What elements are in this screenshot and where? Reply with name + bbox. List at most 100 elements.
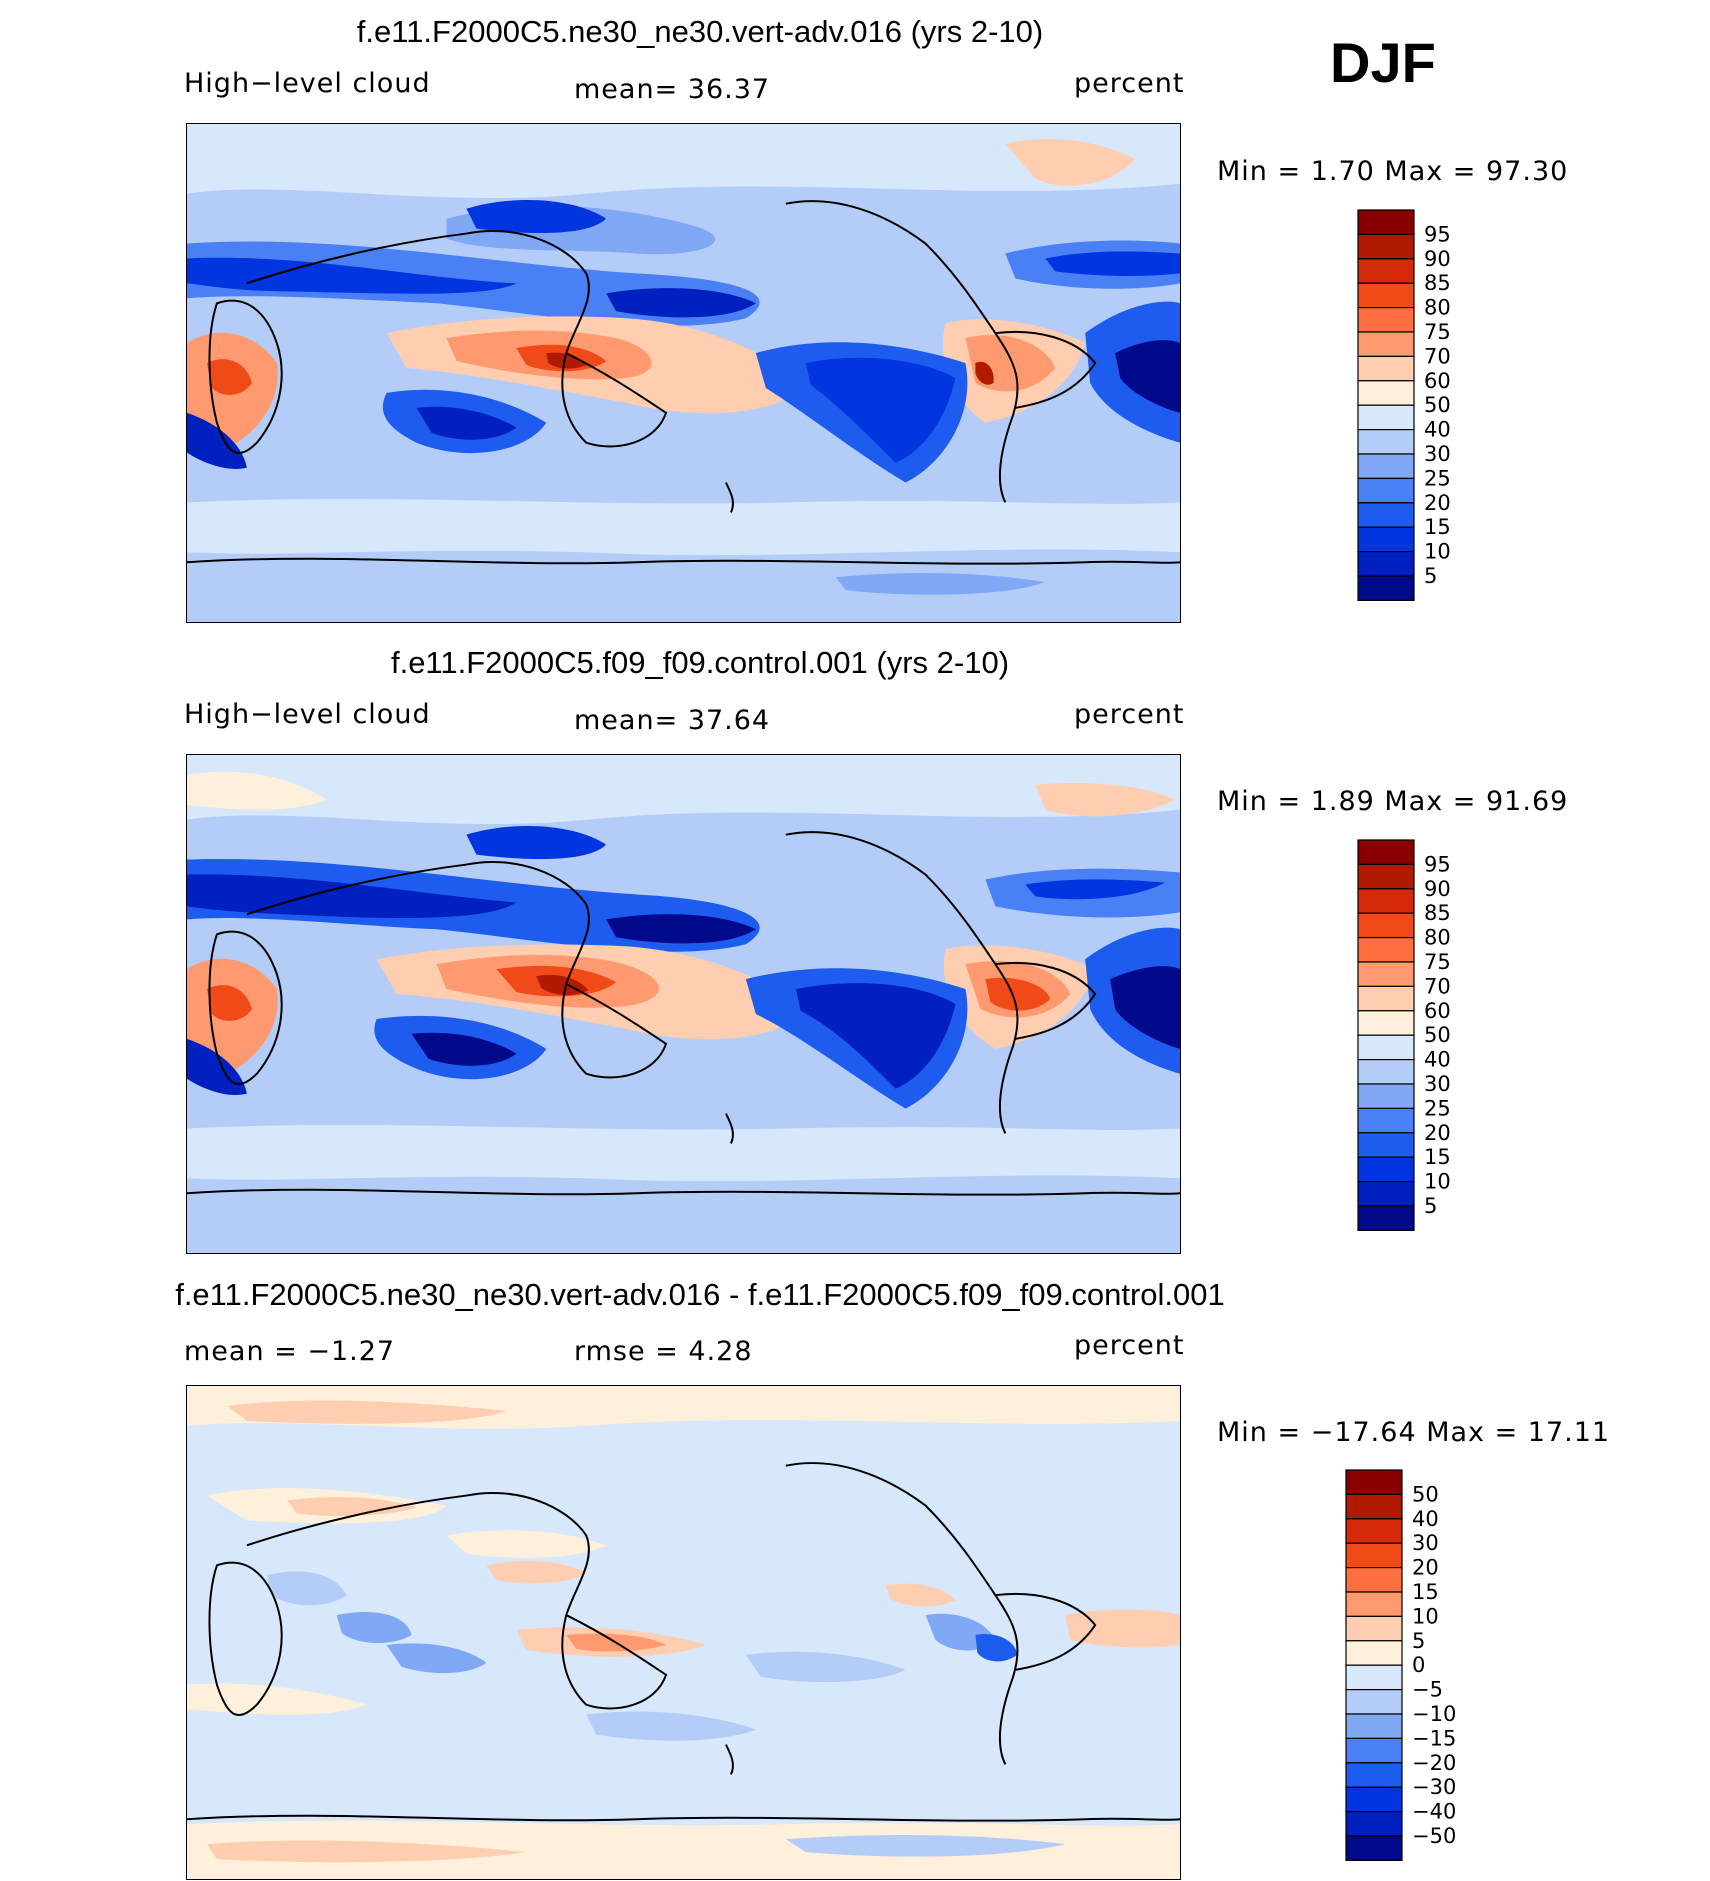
panel-control-mean-label: mean= 37.64 [574, 705, 771, 736]
panel-test-colorbar: 95 90 85 80 75 70 60 50 40 30 25 20 15 10 5 [1340, 209, 1480, 610]
colorbar-swatch [1345, 1493, 1403, 1520]
colorbar-tick-label: 10 [1412, 1604, 1439, 1628]
colorbar-swatch [1357, 1132, 1415, 1158]
colorbar-tick-label: 5 [1424, 1194, 1437, 1218]
colorbar-swatch [1357, 1107, 1415, 1134]
panel-test-contour-map [187, 124, 1180, 622]
colorbar-tick-label: 10 [1424, 540, 1451, 564]
colorbar-swatch [1357, 233, 1415, 260]
panel-diff-minmax: Min = −17.64 Max = 17.11 [1217, 1417, 1611, 1448]
colorbar-swatch [1357, 331, 1415, 357]
colorbar-swatch [1345, 1615, 1403, 1642]
colorbar-swatch [1345, 1469, 1403, 1495]
panel-test-mean-label: mean= 36.37 [574, 74, 771, 105]
colorbar-swatch [1357, 985, 1415, 1012]
colorbar-tick-label: 95 [1424, 852, 1451, 876]
colorbar-tick-label: 5 [1424, 564, 1437, 588]
colorbar-tick-label: 80 [1424, 926, 1451, 950]
colorbar-swatch [1357, 282, 1415, 309]
panel-test-units-label: percent [1074, 68, 1185, 99]
colorbar-swatch [1345, 1762, 1403, 1788]
colorbar-swatch [1357, 306, 1415, 333]
colorbar-swatch [1357, 839, 1415, 865]
colorbar-tick-label: 20 [1412, 1556, 1439, 1580]
colorbar-swatch [1357, 1059, 1415, 1085]
panel-control-map [186, 754, 1181, 1254]
colorbar-swatch [1357, 380, 1415, 406]
colorbar-tick-label: −10 [1412, 1702, 1456, 1726]
colorbar-tick-label: 50 [1424, 1023, 1451, 1047]
colorbar-swatch [1357, 1181, 1415, 1207]
panel-control-minmax: Min = 1.89 Max = 91.69 [1217, 786, 1569, 817]
colorbar-tick-label: 20 [1424, 1121, 1451, 1145]
colorbar-tick-label: 90 [1424, 877, 1451, 901]
colorbar-swatch [1345, 1786, 1403, 1813]
colorbar-swatch [1345, 1811, 1403, 1837]
colorbar-tick-label: −20 [1412, 1751, 1456, 1775]
panel-diff-rmse-label: rmse = 4.28 [574, 1336, 753, 1367]
colorbar-swatch [1345, 1689, 1403, 1715]
panel-diff-contour-map [187, 1386, 1180, 1879]
colorbar-tick-label: 85 [1424, 271, 1451, 295]
colorbar-tick-label: 30 [1412, 1531, 1439, 1555]
colorbar-tick-label: −5 [1412, 1678, 1443, 1702]
colorbar-tick-label: 60 [1424, 999, 1451, 1023]
colorbar-tick-label: 10 [1424, 1170, 1451, 1194]
panel-diff-mean-label: mean = −1.27 [184, 1336, 396, 1367]
colorbar-swatch [1345, 1664, 1403, 1691]
panel-control-contour-map [187, 755, 1180, 1253]
colorbar-swatch [1345, 1591, 1403, 1617]
colorbar-swatch [1357, 1205, 1415, 1231]
panel-test-map [186, 123, 1181, 623]
colorbar-tick-label: 80 [1424, 296, 1451, 320]
colorbar-swatch [1357, 209, 1415, 235]
panel-control-units-label: percent [1074, 699, 1185, 730]
colorbar-swatch [1357, 502, 1415, 528]
colorbar-swatch [1357, 888, 1415, 914]
panel-diff-title: f.e11.F2000C5.ne30_ne30.vert-adv.016 - f… [175, 1277, 1225, 1312]
colorbar-swatch [1357, 575, 1415, 601]
panel-control-variable-label: High−level cloud [184, 699, 431, 730]
colorbar-tick-label: 5 [1412, 1629, 1425, 1653]
colorbar-tick-label: −15 [1412, 1726, 1456, 1750]
colorbar-swatch [1357, 936, 1415, 963]
colorbar-swatch [1357, 526, 1415, 553]
colorbar-swatch [1345, 1713, 1403, 1739]
colorbar-tick-label: 25 [1424, 466, 1451, 490]
colorbar-swatch [1345, 1640, 1403, 1666]
panel-diff-colorbar: 50 40 30 20 15 10 5 0 −5 −10 −15 −20 −30 −40 −50 [1334, 1469, 1480, 1870]
colorbar-tick-label: 15 [1412, 1580, 1439, 1604]
colorbar-tick-label: 90 [1424, 247, 1451, 271]
colorbar-tick-label: 30 [1424, 1072, 1451, 1096]
colorbar-swatch [1357, 477, 1415, 504]
colorbar-swatch [1357, 912, 1415, 939]
colorbar-tick-label: 40 [1424, 1048, 1451, 1072]
colorbar-tick-label: 85 [1424, 901, 1451, 925]
colorbar-swatch [1345, 1566, 1403, 1593]
season-label: DJF [1330, 31, 1436, 94]
colorbar-tick-label: 15 [1424, 515, 1451, 539]
colorbar-tick-label: 70 [1424, 344, 1451, 368]
colorbar-tick-label: 95 [1424, 222, 1451, 246]
colorbar-tick-label: 40 [1412, 1507, 1439, 1531]
panel-diff-units-label: percent [1074, 1330, 1185, 1361]
panel-control-colorbar: 95 90 85 80 75 70 60 50 40 30 25 20 15 10 5 [1340, 839, 1480, 1240]
colorbar-tick-label: 40 [1424, 418, 1451, 442]
colorbar-swatch [1357, 551, 1415, 577]
colorbar-swatch [1357, 863, 1415, 890]
colorbar-swatch [1357, 258, 1415, 284]
colorbar-swatch [1357, 1083, 1415, 1109]
panel-test-title: f.e11.F2000C5.ne30_ne30.vert-adv.016 (yr… [356, 14, 1044, 49]
colorbar-swatch [1357, 453, 1415, 479]
colorbar-swatch [1345, 1737, 1403, 1764]
panel-control-title: f.e11.F2000C5.f09_f09.control.001 (yrs 2… [390, 645, 1010, 680]
colorbar-tick-label: 50 [1424, 393, 1451, 417]
colorbar-tick-label: −30 [1412, 1775, 1456, 1799]
panel-test-variable-label: High−level cloud [184, 68, 431, 99]
colorbar-tick-label: 0 [1412, 1653, 1425, 1677]
colorbar-tick-label: −40 [1412, 1800, 1456, 1824]
colorbar-swatch [1357, 1156, 1415, 1183]
colorbar-tick-label: 75 [1424, 950, 1451, 974]
